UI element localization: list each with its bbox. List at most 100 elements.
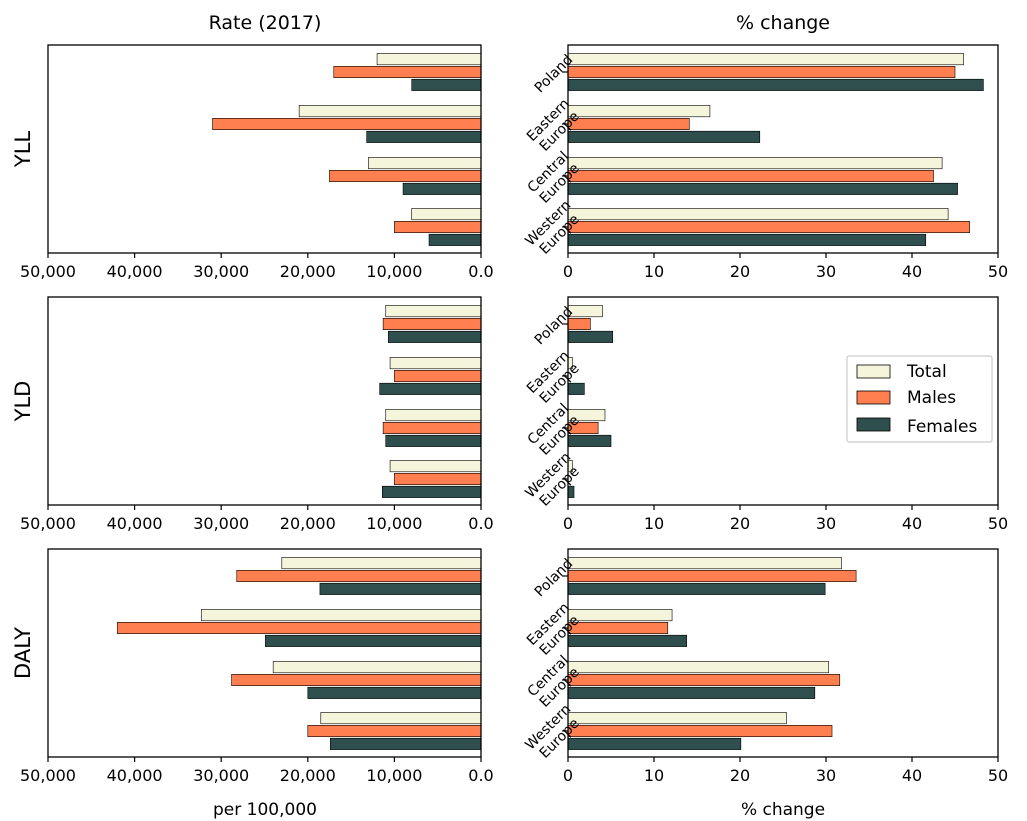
x-tick-label: 30,000 — [193, 514, 249, 533]
panel-yll-rate: 50,000 40,000 30,000 20,000 10,000 0.0 YLL — [11, 44, 494, 281]
x-tick-label: 30 — [816, 514, 836, 533]
bar-females-central-europe — [567, 182, 958, 195]
row-label-daly: DALY — [11, 627, 35, 679]
x-tick-label: 40,000 — [107, 766, 163, 785]
x-tick-label: 10 — [644, 766, 664, 785]
bar-males-poland — [567, 317, 591, 330]
x-tick-label: 0 — [563, 766, 573, 785]
bar-total-poland — [385, 305, 482, 318]
bar-males-poland — [333, 66, 482, 79]
bar-females-poland — [319, 582, 482, 595]
category-label: EasternEurope — [524, 96, 584, 156]
bar-females-eastern-europe — [265, 634, 482, 647]
x-tick-label: 50,000 — [20, 514, 76, 533]
bar-males-western-europe — [394, 221, 482, 234]
bar-females-central-europe — [567, 686, 816, 699]
bar-females-eastern-europe — [379, 382, 482, 395]
x-tick-label: 30 — [816, 262, 836, 281]
right-column-title: % change — [736, 12, 830, 34]
right-x-axis-label: % change — [741, 800, 825, 820]
legend-swatch-males — [856, 390, 891, 405]
x-tick-label: 40 — [902, 262, 922, 281]
bar-males-central-europe — [329, 170, 482, 183]
bar-males-western-europe — [567, 221, 970, 234]
bar-females-eastern-europe — [366, 130, 482, 143]
x-tick-label: 50 — [988, 766, 1008, 785]
axes-frame — [47, 296, 482, 506]
x-tick-label: 0.0 — [468, 262, 493, 281]
bar-males-eastern-europe — [567, 621, 669, 634]
bar-females-western-europe — [567, 737, 742, 750]
bar-males-central-europe — [567, 170, 934, 183]
bar-females-poland — [411, 78, 482, 91]
bar-males-central-europe — [382, 421, 482, 434]
panel-yld-rate: 50,000 40,000 30,000 20,000 10,000 0.0 YLD — [11, 296, 494, 533]
axes-frame — [567, 44, 999, 254]
bar-total-western-europe — [389, 460, 482, 473]
bar-females-eastern-europe — [567, 130, 761, 143]
bar-total-poland — [567, 557, 842, 570]
legend-label-males: Males — [907, 388, 956, 408]
bar-males-poland — [567, 569, 857, 582]
bar-females-eastern-europe — [567, 634, 687, 647]
category-label: WesternEurope — [522, 701, 585, 764]
legend-label-females: Females — [907, 417, 977, 437]
panel-daly-change: PolandEasternEuropeCentralEuropeWesternE… — [522, 548, 1008, 785]
bar-males-poland — [236, 569, 482, 582]
legend-swatch-total — [856, 364, 891, 379]
x-tick-label: 50 — [988, 262, 1008, 281]
x-tick-label: 10,000 — [366, 514, 422, 533]
x-tick-label: 40 — [902, 766, 922, 785]
panel-daly-rate: 50,000 40,000 30,000 20,000 10,000 0.0 DALY — [11, 548, 494, 785]
bar-total-central-europe — [567, 157, 943, 170]
x-tick-label: 0.0 — [468, 514, 493, 533]
bar-total-eastern-europe — [567, 609, 673, 622]
bar-males-poland — [382, 317, 482, 330]
bar-males-western-europe — [307, 724, 482, 737]
bar-total-poland — [376, 53, 482, 66]
x-tick-label: 0 — [563, 514, 573, 533]
x-tick-label: 10 — [644, 262, 664, 281]
legend-swatch-females — [856, 417, 891, 432]
left-x-axis-label: per 100,000 — [213, 800, 317, 820]
bar-males-western-europe — [567, 724, 833, 737]
x-tick-label: 0 — [563, 262, 573, 281]
category-label: WesternEurope — [522, 449, 585, 512]
bar-males-central-europe — [231, 673, 482, 686]
x-tick-label: 40,000 — [107, 514, 163, 533]
x-tick-label: 40,000 — [107, 262, 163, 281]
bar-males-eastern-europe — [212, 118, 482, 131]
axes-frame — [47, 44, 482, 254]
bar-females-central-europe — [385, 434, 482, 447]
bar-females-western-europe — [567, 233, 927, 246]
x-tick-label: 0.0 — [468, 766, 493, 785]
bar-total-eastern-europe — [298, 105, 482, 118]
legend-label-total: Total — [906, 362, 947, 382]
x-tick-label: 20,000 — [280, 766, 336, 785]
x-tick-label: 20 — [730, 514, 750, 533]
x-tick-label: 20,000 — [280, 262, 336, 281]
bar-total-western-europe — [567, 712, 787, 725]
left-column-title: Rate (2017) — [209, 12, 322, 34]
bar-females-eastern-europe — [567, 382, 585, 395]
bar-males-poland — [567, 66, 956, 79]
bar-total-eastern-europe — [200, 609, 482, 622]
bar-males-eastern-europe — [394, 369, 482, 382]
bar-total-eastern-europe — [567, 105, 711, 118]
bar-females-western-europe — [330, 737, 482, 750]
bar-females-poland — [388, 330, 482, 343]
bar-males-eastern-europe — [116, 621, 482, 634]
x-tick-label: 20,000 — [280, 514, 336, 533]
bar-females-poland — [567, 330, 614, 343]
bar-males-western-europe — [394, 472, 482, 485]
x-tick-label: 30,000 — [193, 766, 249, 785]
bar-total-central-europe — [368, 157, 482, 170]
x-tick-label: 30,000 — [193, 262, 249, 281]
x-tick-label: 50 — [988, 514, 1008, 533]
x-tick-label: 10 — [644, 514, 664, 533]
row-label-yld: YLD — [11, 381, 35, 423]
bar-total-western-europe — [411, 208, 482, 221]
bar-total-western-europe — [320, 712, 482, 725]
legend: Total Males Females — [846, 355, 993, 443]
